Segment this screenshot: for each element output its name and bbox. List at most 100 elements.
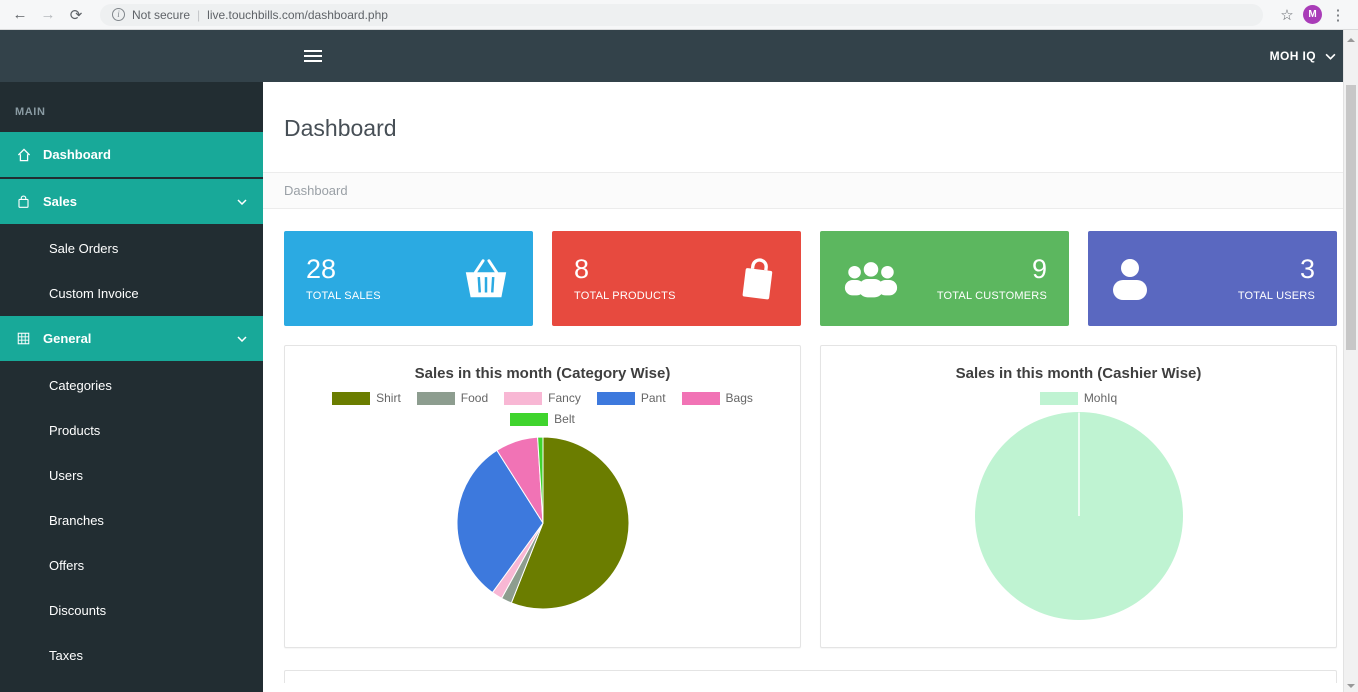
chart-title: Sales in this month (Category Wise) [414, 365, 671, 382]
cashier-pie-chart [821, 412, 1336, 620]
chevron-down-icon [237, 198, 247, 205]
sidebar-item-general[interactable]: General [0, 316, 263, 361]
stats-row: 28 TOTAL SALES 8 TOTAL PRODUCT [284, 231, 1337, 326]
sidebar-item-taxes[interactable]: Taxes [0, 633, 263, 678]
sidebar-item-label: Products [49, 423, 101, 438]
stat-label: TOTAL PRODUCTS [574, 290, 676, 303]
reload-icon[interactable]: ⟳ [69, 6, 83, 24]
sidebar-item-branches[interactable]: Branches [0, 498, 263, 543]
sidebar-item-offers[interactable]: Offers [0, 543, 263, 588]
user-icon [1110, 257, 1150, 301]
basket-icon [461, 257, 511, 301]
scrollbar-thumb[interactable] [1346, 85, 1356, 350]
page-scrollbar[interactable] [1343, 30, 1358, 692]
sidebar-item-label: Branches [49, 513, 104, 528]
sidebar-item-label: Sale Orders [49, 241, 119, 256]
legend-label: Bags [725, 391, 753, 405]
sidebar-section-label: MAIN [15, 106, 46, 118]
stat-card-total-customers: 9 TOTAL CUSTOMERS [820, 231, 1069, 326]
chevron-down-icon [237, 335, 247, 342]
browser-toolbar: ← → ⟳ i Not secure | live.touchbills.com… [0, 0, 1358, 30]
bookmark-star-icon[interactable]: ☆ [1280, 6, 1294, 24]
sidebar-item-label: Taxes [49, 648, 83, 663]
breadcrumb: Dashboard [263, 172, 1358, 209]
sidebar-toggle-icon[interactable] [298, 41, 328, 71]
legend-swatch [596, 391, 635, 405]
category-pie-chart [285, 437, 800, 609]
home-icon [16, 147, 43, 163]
sidebar-item-custom-invoice[interactable]: Custom Invoice [0, 271, 263, 316]
sidebar: MAIN Dashboard Sales Sale Orders Custom … [0, 82, 263, 692]
sidebar-item-categories[interactable]: Categories [0, 363, 263, 408]
chart-legend-row-2: Belt [285, 412, 800, 426]
customers-group-icon [842, 259, 900, 299]
sidebar-item-sales[interactable]: Sales [0, 179, 263, 224]
legend-item-belt[interactable]: Belt [510, 412, 575, 426]
sidebar-item-sale-orders[interactable]: Sale Orders [0, 226, 263, 271]
stat-label: TOTAL CUSTOMERS [936, 290, 1047, 303]
sidebar-item-label: Users [49, 468, 83, 483]
browser-profile-avatar[interactable]: M [1303, 5, 1322, 24]
stat-label: TOTAL USERS [1237, 290, 1315, 303]
legend-item-bags[interactable]: Bags [681, 391, 753, 405]
page-title: Dashboard [284, 115, 397, 141]
back-icon[interactable]: ← [12, 6, 28, 23]
url-text: live.touchbills.com/dashboard.php [207, 7, 388, 22]
legend-label: Pant [640, 391, 666, 405]
legend-item-shirt[interactable]: Shirt [332, 391, 401, 405]
app-header: MOH IQ [0, 30, 1358, 82]
legend-label: MohIq [1083, 391, 1118, 405]
sidebar-item-dashboard[interactable]: Dashboard [0, 132, 263, 177]
chart-legend: MohIq [821, 391, 1336, 405]
sidebar-item-gst[interactable]: Gst [0, 678, 263, 692]
charts-row: Sales in this month (Category Wise) Shir… [284, 345, 1337, 648]
legend-item-food[interactable]: Food [416, 391, 489, 405]
sidebar-item-label: General [43, 331, 92, 346]
scrollbar-down-arrow[interactable] [1344, 677, 1358, 692]
security-label: Not secure [132, 7, 191, 22]
legend-label: Food [460, 391, 489, 405]
stat-label: TOTAL SALES [306, 290, 381, 303]
main-content: Dashboard Dashboard 28 TOTAL SALES [263, 82, 1358, 692]
stat-card-total-sales: 28 TOTAL SALES [284, 231, 533, 326]
legend-swatch [416, 391, 455, 405]
sidebar-item-discounts[interactable]: Discounts [0, 588, 263, 633]
next-card-partial [284, 670, 1337, 683]
legend-swatch [510, 412, 549, 426]
chevron-down-icon [1325, 53, 1336, 60]
stat-card-total-products: 8 TOTAL PRODUCTS [552, 231, 801, 326]
address-bar[interactable]: i Not secure | live.touchbills.com/dashb… [100, 3, 1263, 26]
bag-icon [16, 194, 43, 210]
sidebar-item-label: Sales [43, 194, 77, 209]
stat-value: 9 [1031, 253, 1047, 284]
address-separator: | [197, 7, 201, 22]
legend-swatch [332, 391, 371, 405]
sidebar-item-label: Categories [49, 378, 112, 393]
breadcrumb-item: Dashboard [284, 183, 348, 198]
browser-menu-icon[interactable]: ⋮ [1330, 6, 1346, 24]
category-sales-chart-card: Sales in this month (Category Wise) Shir… [284, 345, 801, 648]
stat-card-total-users: 3 TOTAL USERS [1088, 231, 1337, 326]
legend-item-mohiq[interactable]: MohIq [1039, 391, 1118, 405]
chart-title: Sales in this month (Cashier Wise) [955, 365, 1202, 382]
legend-swatch [681, 391, 720, 405]
legend-label: Shirt [376, 391, 401, 405]
user-menu-label: MOH IQ [1269, 49, 1316, 63]
stat-value: 28 [306, 253, 337, 284]
forward-icon[interactable]: → [40, 6, 56, 23]
sidebar-item-label: Discounts [49, 603, 107, 618]
legend-item-fancy[interactable]: Fancy [504, 391, 581, 405]
legend-swatch [504, 391, 543, 405]
legend-item-pant[interactable]: Pant [596, 391, 666, 405]
legend-label: Belt [554, 412, 575, 426]
sidebar-item-users[interactable]: Users [0, 453, 263, 498]
user-menu[interactable]: MOH IQ [1270, 49, 1336, 63]
cashier-sales-chart-card: Sales in this month (Cashier Wise) MohIq [820, 345, 1337, 648]
sidebar-item-products[interactable]: Products [0, 408, 263, 453]
scrollbar-up-arrow[interactable] [1344, 30, 1358, 45]
grid-icon [16, 331, 43, 346]
page-info-icon[interactable]: i [112, 8, 125, 21]
sidebar-item-label: Dashboard [43, 147, 111, 162]
chart-legend: Shirt Food Fancy Pant Bags [285, 391, 800, 405]
stat-value: 3 [1299, 253, 1315, 284]
